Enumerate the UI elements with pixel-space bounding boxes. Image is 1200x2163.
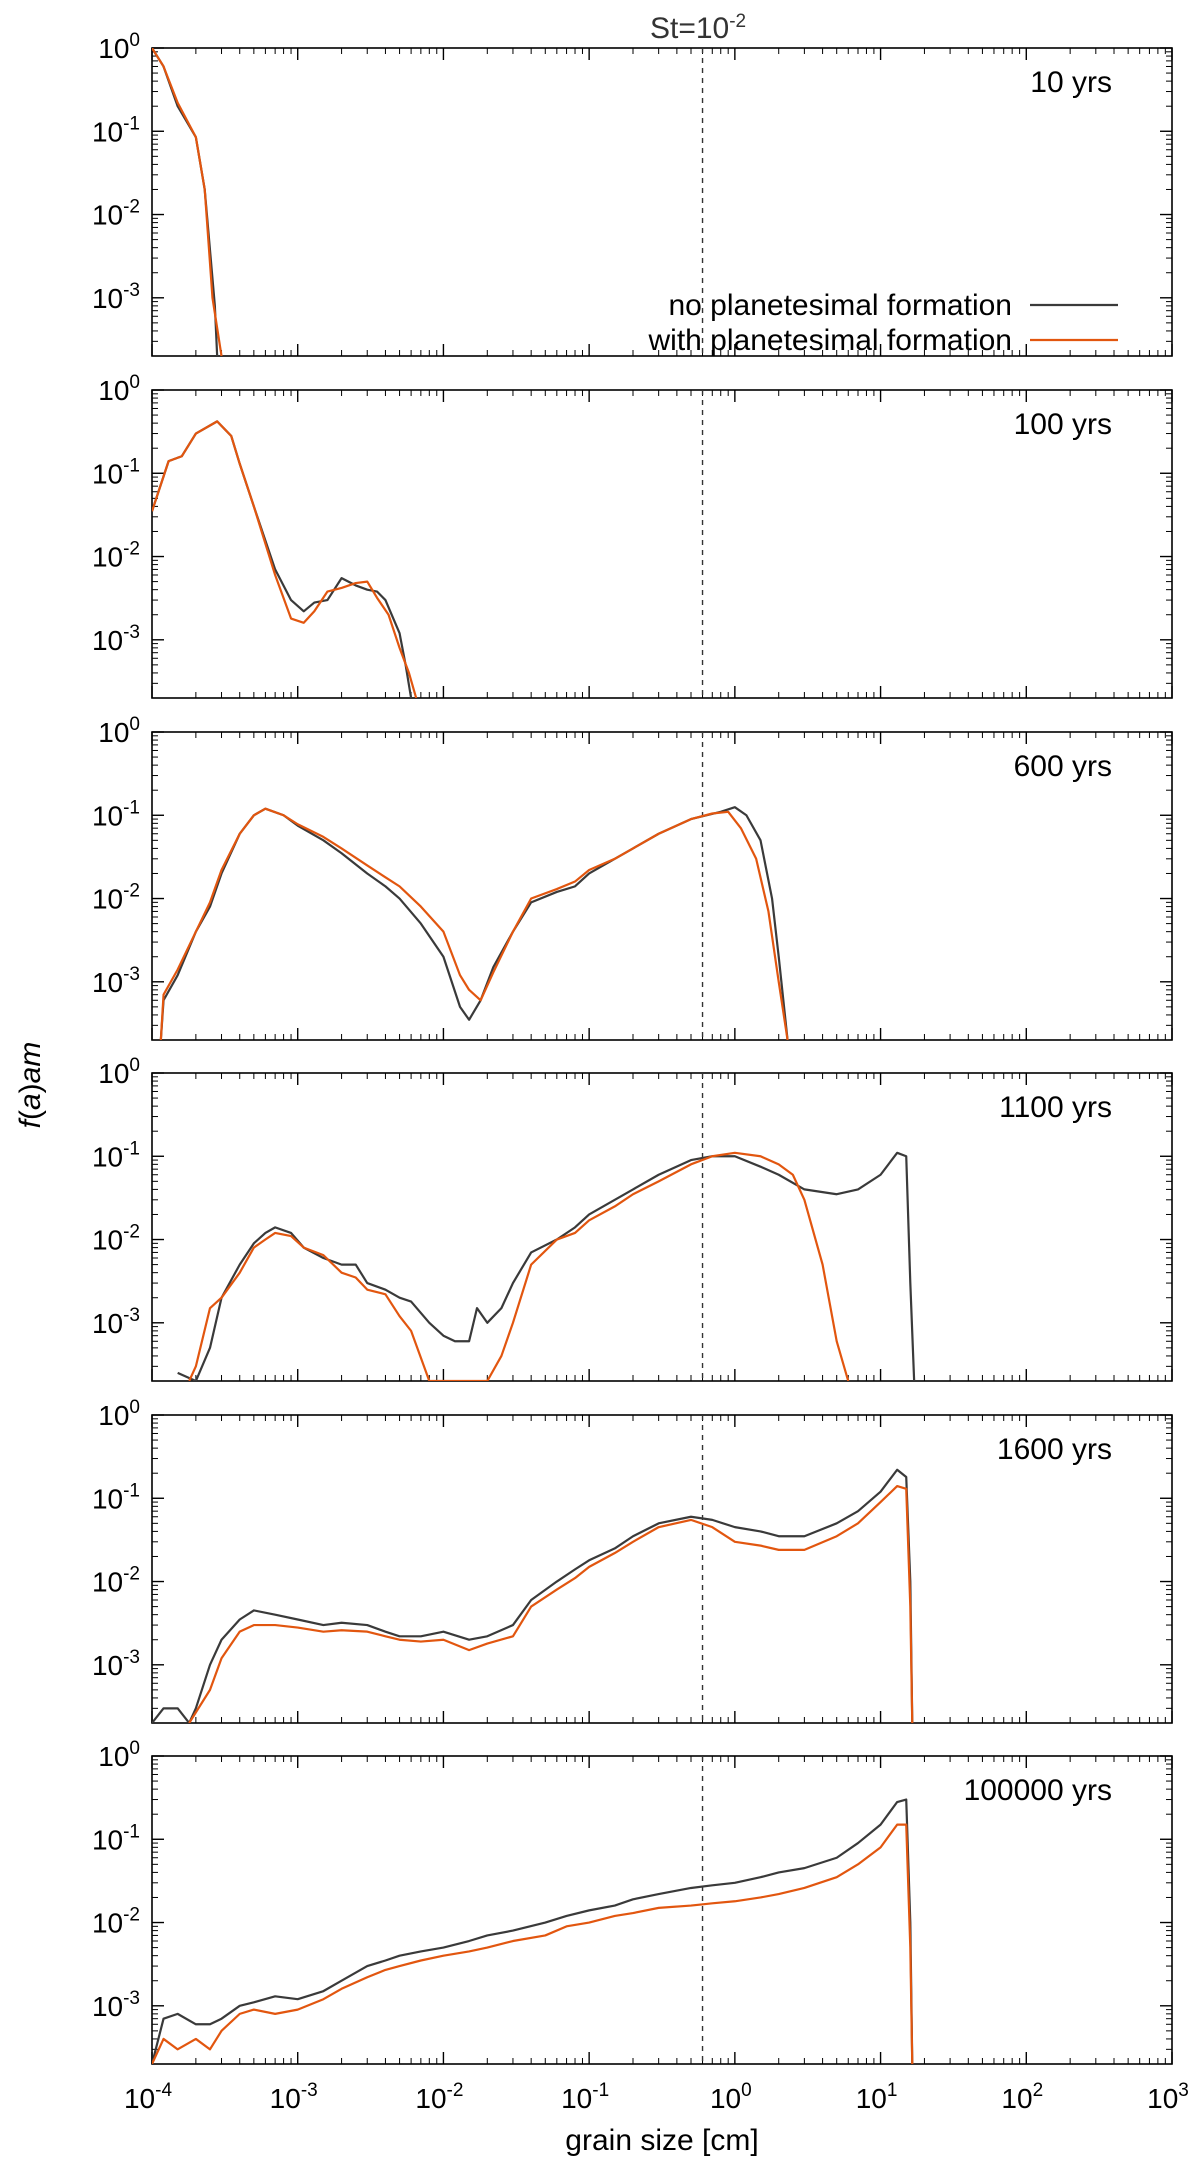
legend-label: with planetesimal formation — [647, 324, 1012, 357]
y-tick-label: 10-3 — [92, 964, 140, 998]
y-tick-label: 10-3 — [92, 1647, 140, 1681]
y-tick-label: 10-1 — [92, 1821, 140, 1855]
plot-frame — [151, 1414, 1173, 1724]
panel-1: 100 10-1 10-2 10-3 10 yrs — [92, 30, 1173, 357]
series-no-planetesimal-formation — [152, 1798, 914, 2064]
y-tick-label: 100 — [98, 372, 140, 406]
plot-frame — [151, 731, 1173, 1041]
y-tick-label: 10-2 — [92, 881, 140, 915]
y-tick-label: 10-3 — [92, 1305, 140, 1339]
x-tick-label: 100 — [710, 2080, 752, 2114]
plot-frame — [151, 1755, 1173, 2065]
series-with-planetesimal-formation — [152, 1823, 914, 2064]
x-tick-label: 10-2 — [415, 2080, 463, 2114]
panel-3: 100 10-1 10-2 10-3 600 yrs — [92, 714, 1173, 1041]
y-tick-label: 100 — [98, 1738, 140, 1772]
panel-label: 100000 yrs — [964, 1774, 1112, 1807]
panel-label: 10 yrs — [1030, 66, 1112, 99]
series-with-planetesimal-formation — [152, 420, 418, 698]
panel-label: 1600 yrs — [997, 1433, 1112, 1466]
series-no-planetesimal-formation — [177, 1151, 916, 1381]
series-with-planetesimal-formation — [188, 1151, 850, 1381]
y-tick-label: 100 — [98, 714, 140, 748]
panel-label: 600 yrs — [1014, 750, 1112, 783]
plot-frame — [151, 47, 1173, 357]
series-no-planetesimal-formation — [152, 420, 413, 698]
x-tick-label: 103 — [1147, 2080, 1189, 2114]
y-axis-label-part: ) — [14, 1083, 47, 1093]
plot-frame — [151, 389, 1173, 699]
y-tick-label: 100 — [98, 1397, 140, 1431]
y-axis-label-part: am — [14, 1042, 47, 1084]
x-tick-label: 10-3 — [270, 2080, 318, 2114]
series-no-planetesimal-formation — [152, 1468, 914, 1723]
series-with-planetesimal-formation — [188, 1485, 914, 1723]
x-tick-label: 101 — [856, 2080, 898, 2114]
panel-5: 100 10-1 10-2 10-3 1600 yrs — [92, 1397, 1173, 1724]
y-axis-label-part: f — [14, 1117, 47, 1128]
legend-label: no planetesimal formation — [668, 289, 1012, 322]
y-tick-label: 10-3 — [92, 622, 140, 656]
y-tick-label: 10-2 — [92, 1905, 140, 1939]
y-tick-label: 10-2 — [92, 539, 140, 573]
y-axis-label-part: ( — [14, 1110, 47, 1120]
x-tick-label: 10-4 — [124, 2080, 172, 2114]
y-tick-label: 10-2 — [92, 1564, 140, 1598]
plot-frame — [151, 1072, 1173, 1382]
y-tick-label: 100 — [98, 1055, 140, 1089]
x-axis-label: grain size [cm] — [565, 2124, 758, 2157]
y-tick-label: 10-2 — [92, 197, 140, 231]
series-with-planetesimal-formation — [152, 48, 223, 356]
panel-4: 100 10-1 10-2 10-3 1100 yrs — [92, 1055, 1173, 1382]
y-tick-label: 10-1 — [92, 1480, 140, 1514]
series-no-planetesimal-formation — [152, 48, 219, 356]
y-tick-label: 10-1 — [92, 797, 140, 831]
y-tick-label: 10-2 — [92, 1222, 140, 1256]
x-tick-label: 10-1 — [561, 2080, 609, 2114]
panel-2: 100 10-1 10-2 10-3 100 yrs — [92, 372, 1173, 699]
panel-label: 100 yrs — [1014, 408, 1112, 441]
y-tick-label: 10-3 — [92, 280, 140, 314]
y-tick-label: 10-3 — [92, 1988, 140, 2022]
y-tick-label: 10-1 — [92, 1138, 140, 1172]
y-axis-label-part: a — [14, 1093, 47, 1110]
x-tick-label: 102 — [1001, 2080, 1043, 2114]
series-with-planetesimal-formation — [159, 807, 789, 1040]
figure-title: St=10-2 — [650, 11, 746, 45]
y-tick-label: 100 — [98, 30, 140, 64]
y-axis-label: f(a)am — [14, 1042, 47, 1129]
series-no-planetesimal-formation — [159, 806, 789, 1040]
panel-6: 100 10-1 10-2 10-3 100000 yrs 10-4 10-3 10-2 10-… — [92, 1738, 1189, 2114]
panel-label: 1100 yrs — [999, 1091, 1112, 1124]
y-tick-label: 10-1 — [92, 455, 140, 489]
y-tick-label: 10-1 — [92, 113, 140, 147]
